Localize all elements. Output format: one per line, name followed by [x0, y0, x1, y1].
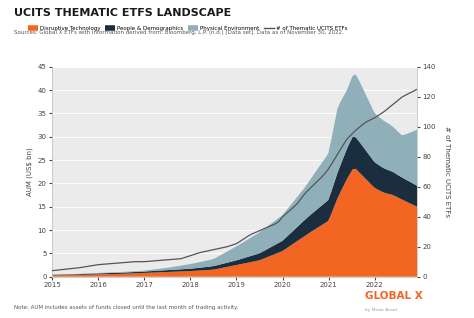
- Text: GLOBAL X: GLOBAL X: [365, 291, 423, 301]
- Y-axis label: AUM (US$ bn): AUM (US$ bn): [27, 147, 34, 196]
- Text: Sources: Global X ETFs with information derived from: Bloomberg, L.P. (n.d.) [Da: Sources: Global X ETFs with information …: [14, 30, 344, 35]
- Text: Note: AUM includes assets of funds closed until the last month of trading activi: Note: AUM includes assets of funds close…: [14, 305, 238, 310]
- Text: UCITS THEMATIC ETFS LANDSCAPE: UCITS THEMATIC ETFS LANDSCAPE: [14, 8, 231, 18]
- Text: by Mirae Asset: by Mirae Asset: [365, 308, 397, 312]
- Y-axis label: # of Thematic UCITS ETFs: # of Thematic UCITS ETFs: [444, 126, 450, 217]
- Legend: Disruptive Technology, People & Demographics, Physical Environment, # of Themati: Disruptive Technology, People & Demograp…: [26, 24, 350, 33]
